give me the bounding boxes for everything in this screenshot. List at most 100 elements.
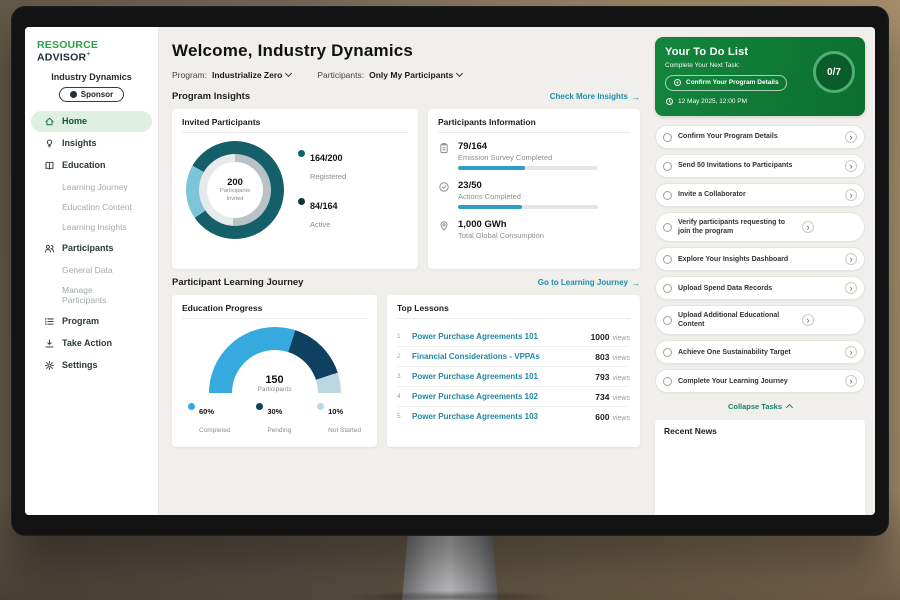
learning-cards-row: Education Progress 150 Participants 60% … [172, 295, 640, 447]
gauge-center: 150 Participants [209, 374, 341, 393]
legend-item-completed: 60% Completed [188, 401, 230, 437]
participants-filter: Participants: Only My Participants [317, 69, 464, 80]
program-filter: Program: Industrialize Zero [172, 69, 293, 80]
learning-journey-header: Participant Learning Journey Go to Learn… [172, 277, 640, 288]
chevron-right-icon[interactable]: › [802, 221, 814, 234]
checkbox-icon[interactable] [663, 347, 672, 357]
sidebar-item-label: Insights [62, 138, 97, 148]
check-circle-icon [438, 181, 450, 209]
org-name: Industry Dynamics [51, 71, 132, 82]
sidebar-item-settings[interactable]: Settings [31, 355, 152, 376]
sidebar-item-insights[interactable]: Insights [31, 133, 152, 154]
program-filter-dropdown[interactable]: Industrialize Zero [211, 69, 293, 80]
task-item[interactable]: Upload Additional Educational Content › [655, 305, 865, 336]
sidebar-item-program[interactable]: Program [31, 311, 152, 332]
task-item[interactable]: Verify participants requesting to join t… [655, 212, 865, 243]
checkbox-icon[interactable] [663, 283, 672, 293]
task-label: Explore Your Insights Dashboard [678, 255, 789, 263]
sidebar-item-label: Learning Journey [62, 181, 128, 192]
card-title: Invited Participants [182, 117, 408, 133]
lesson-link[interactable]: Power Purchase Agreements 101 [412, 332, 538, 341]
lesson-views: 1000 views [590, 331, 630, 342]
participants-filter-value: Only My Participants [369, 70, 454, 80]
stand-shadow [300, 588, 600, 600]
chevron-right-icon[interactable]: › [845, 189, 857, 201]
chevron-right-icon[interactable]: › [845, 160, 857, 172]
checkbox-icon[interactable] [663, 376, 672, 386]
sidebar-item-label: Settings [62, 360, 98, 370]
info-row-actions: 23/50 Actions Completed [438, 180, 630, 209]
task-label: Verify participants requesting to join t… [678, 219, 785, 236]
chevron-right-icon[interactable]: › [845, 253, 857, 266]
chevron-right-icon[interactable]: › [845, 346, 857, 359]
todo-next-task-pill[interactable]: Confirm Your Program Details [665, 74, 787, 91]
lesson-link[interactable]: Power Purchase Agreements 101 [412, 372, 538, 381]
link-label: Go to Learning Journey [537, 278, 628, 287]
download-icon [44, 338, 55, 349]
sidebar-item-label: Take Action [62, 338, 113, 348]
check-more-insights-link[interactable]: Check More Insights [550, 92, 640, 102]
program-filter-value: Industrialize Zero [211, 70, 283, 80]
task-item[interactable]: Send 50 Invitations to Participants › [655, 154, 865, 178]
sidebar-item-manage-participants[interactable]: Manage Participants [31, 280, 152, 310]
chevron-right-icon[interactable]: › [845, 131, 857, 143]
main-content: Welcome, Industry Dynamics Program: Indu… [159, 27, 653, 515]
task-item[interactable]: Complete Your Learning Journey › [655, 369, 865, 394]
collapse-tasks-link[interactable]: Collapse Tasks [655, 402, 865, 412]
sponsor-badge[interactable]: Sponsor [58, 86, 125, 102]
lesson-link[interactable]: Power Purchase Agreements 103 [412, 412, 538, 421]
lesson-link[interactable]: Financial Considerations - VPPAs [412, 352, 540, 361]
page-title: Welcome, Industry Dynamics [172, 41, 414, 60]
sidebar-item-learning-journey[interactable]: Learning Journey [31, 177, 152, 197]
checkbox-icon[interactable] [663, 254, 672, 264]
participants-filter-dropdown[interactable]: Only My Participants [369, 69, 464, 80]
task-label: Upload Additional Educational Content [678, 312, 780, 329]
sidebar-item-label: Program [62, 316, 100, 326]
donut-center-value: 200 [227, 177, 243, 189]
info-value: 1,000 GWh [458, 219, 507, 230]
lightbulb-icon [44, 138, 55, 149]
recent-news-header[interactable]: Recent News [655, 420, 865, 515]
legend-dot [298, 198, 305, 205]
donut-center: 200 Participants Invited [207, 162, 263, 218]
chevron-right-icon[interactable]: › [845, 375, 857, 388]
monitor-bezel: RESOURCE ADVISOR+ Industry Dynamics Spon… [11, 6, 889, 536]
info-row-emission-survey: 79/164 Emission Survey Completed [438, 141, 630, 170]
task-item[interactable]: Confirm Your Program Details › [655, 125, 865, 149]
target-icon [674, 79, 681, 86]
sidebar-item-label: General Data [62, 264, 113, 275]
program-insights-header: Program Insights Check More Insights [172, 91, 640, 102]
legend-label: Active [310, 220, 331, 229]
task-item[interactable]: Achieve One Sustainability Target › [655, 340, 865, 365]
sidebar-item-take-action[interactable]: Take Action [31, 333, 152, 354]
chevron-right-icon[interactable]: › [802, 314, 814, 327]
sponsor-icon [69, 90, 77, 98]
sidebar-item-general-data[interactable]: General Data [31, 260, 152, 280]
checkbox-icon[interactable] [663, 315, 672, 325]
checkbox-icon[interactable] [663, 161, 672, 171]
go-to-learning-journey-link[interactable]: Go to Learning Journey [538, 278, 640, 288]
sidebar-item-education[interactable]: Education [31, 155, 152, 176]
sidebar-item-home[interactable]: Home [31, 110, 152, 132]
progress-bar [458, 166, 598, 170]
info-label: Total Global Consumption [458, 231, 544, 240]
lesson-rank: 1 [397, 333, 401, 340]
task-item[interactable]: Explore Your Insights Dashboard › [655, 247, 865, 272]
task-item[interactable]: Invite a Collaborator › [655, 183, 865, 207]
lesson-link[interactable]: Power Purchase Agreements 102 [412, 392, 538, 401]
participants-information-card: Participants Information 79/164 Emission… [428, 109, 640, 269]
legend-item-not-started: 10% Not Started [317, 401, 361, 437]
checkbox-icon[interactable] [663, 132, 672, 142]
sidebar-item-label: Education [62, 160, 106, 170]
logo-primary: RESOURCE [37, 39, 99, 51]
sidebar-item-education-content[interactable]: Education Content [31, 197, 152, 217]
sidebar-item-label: Participants [62, 243, 114, 253]
task-item[interactable]: Upload Spend Data Records › [655, 276, 865, 301]
sidebar-item-learning-insights[interactable]: Learning Insights [31, 217, 152, 237]
app-logo: RESOURCE ADVISOR+ [25, 35, 158, 70]
legend-dot [256, 403, 264, 410]
checkbox-icon[interactable] [663, 222, 672, 232]
checkbox-icon[interactable] [663, 190, 672, 200]
chevron-right-icon[interactable]: › [845, 282, 857, 295]
sidebar-item-participants[interactable]: Participants [31, 238, 152, 259]
